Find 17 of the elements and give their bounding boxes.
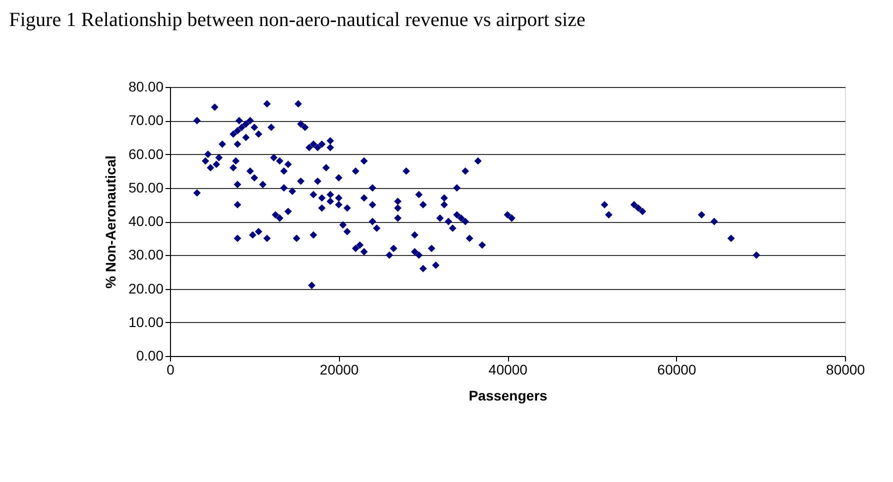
chart-title: Figure 1 Relationship between non-aero-nautical revenue vs airport size [8,9,586,31]
y-tick-label: 40.00 [128,213,164,229]
x-axis-title: Passengers [468,388,548,404]
x-tick-label: 60000 [657,362,696,378]
y-tick-label: 0.00 [136,348,164,364]
y-tick-label: 60.00 [128,146,164,162]
y-tick-label: 50.00 [128,179,164,196]
x-tick-label: 40000 [488,362,528,378]
x-tick-label: 0 [166,362,175,378]
y-tick-label: 30.00 [128,246,164,263]
x-tick-label: 80000 [826,362,866,378]
y-tick-label: 20.00 [128,280,164,296]
y-tick-label: 10.00 [128,314,164,330]
x-tick-label: 20000 [320,362,359,378]
y-axis-title: % Non-Aeronautical [102,155,118,289]
y-tick-label: 70.00 [128,112,164,128]
y-tick-label: 80.00 [128,78,164,94]
